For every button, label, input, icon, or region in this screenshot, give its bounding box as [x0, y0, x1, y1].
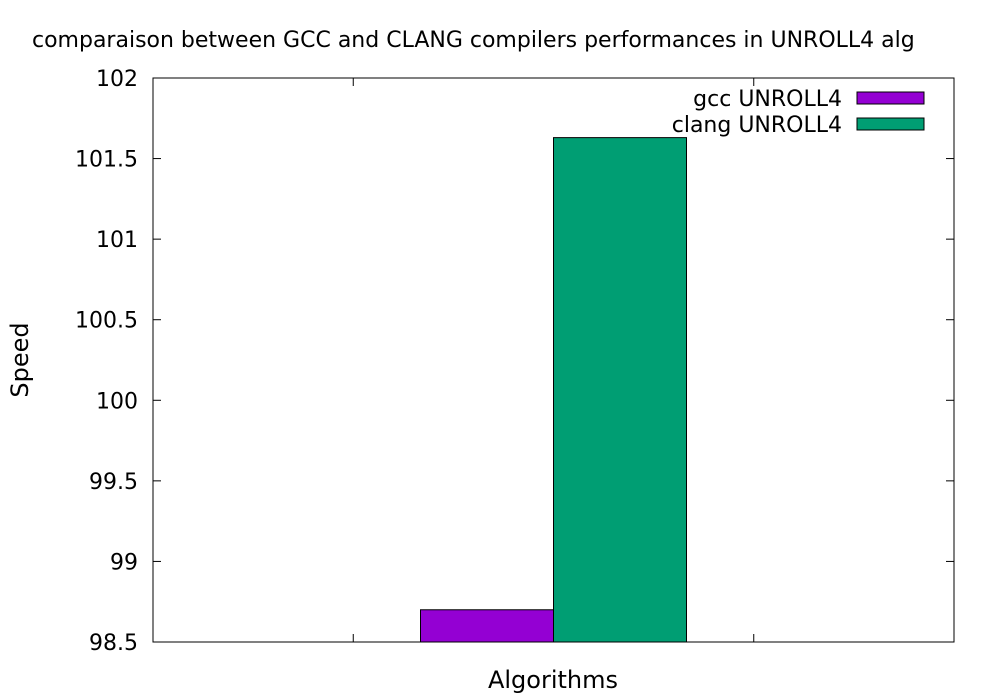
y-tick-label: 100.5 [75, 309, 138, 334]
bar-clang-unroll4 [553, 137, 687, 643]
chart-title: comparaison between GCC and CLANG compil… [32, 28, 915, 53]
y-tick-label: 99 [110, 550, 138, 575]
y-tick-label: 101.5 [75, 148, 138, 173]
legend-swatch [856, 117, 925, 131]
legend-label: clang UNROLL4 [672, 113, 842, 138]
y-tick-label: 102 [96, 67, 138, 92]
y-tick-label: 101 [96, 228, 138, 253]
x-axis-label: Algorithms [488, 666, 618, 694]
legend-swatch [856, 91, 925, 105]
y-tick-label: 98.5 [89, 631, 138, 656]
y-tick-label: 100 [96, 389, 138, 414]
bars [420, 137, 687, 643]
y-axis-label: Speed [6, 322, 34, 397]
bar-gcc-unroll4 [420, 609, 554, 643]
y-axis: 98.5 99 99.5 100 100.5 101 101.5 102 [75, 67, 954, 656]
legend-label: gcc UNROLL4 [693, 87, 842, 112]
y-tick-label: 99.5 [89, 470, 138, 495]
